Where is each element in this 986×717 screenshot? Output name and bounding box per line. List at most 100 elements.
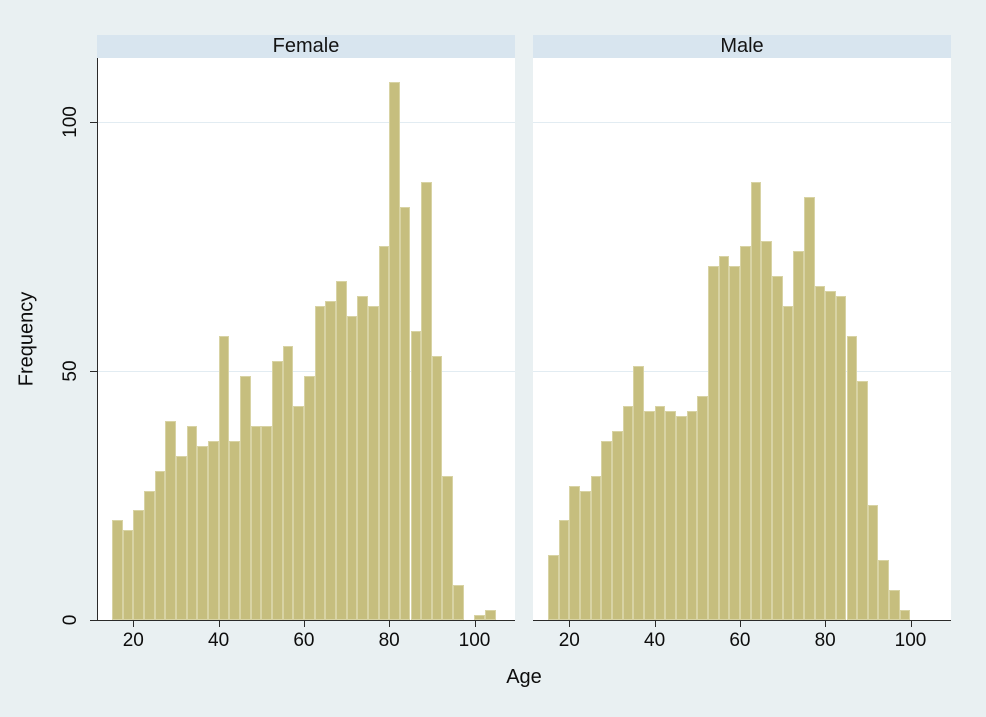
y-tick-label: 50 [60,360,81,382]
histogram-bar [622,405,634,620]
histogram-bar [197,445,208,620]
x-tick-mark [303,621,305,627]
histogram-bar [325,301,336,620]
histogram-bar [771,276,783,620]
histogram-bar [367,306,379,620]
histogram-bar [431,355,443,620]
x-axis-line [97,620,515,621]
histogram-bar [186,425,198,620]
x-tick-label: 40 [644,630,666,651]
histogram-bar [261,425,272,620]
panel-female: Female 20 40 60 80 100 [97,35,515,695]
histogram-bar [378,246,390,620]
histogram-bar [761,241,772,620]
gridline-y-100 [533,121,951,123]
histogram-bar [697,395,708,620]
x-tick-label: 20 [558,630,580,651]
gridline-y-50 [97,370,515,372]
histogram-bar [485,610,496,620]
plot-area-female [97,58,515,620]
x-tick-label: 100 [894,630,927,651]
x-tick-mark [910,621,912,627]
x-tick-label: 20 [122,630,144,651]
x-tick-label: 40 [208,630,230,651]
x-tick-mark [133,621,135,627]
histogram-bar [814,286,826,620]
x-tick-mark [569,621,571,627]
histogram-bar [271,360,283,620]
histogram-bar [889,590,900,620]
histogram-bar [857,380,868,620]
histogram-bar [825,291,836,620]
histogram-bar [547,555,559,620]
x-tick-label: 60 [729,630,751,651]
y-tick-label: 100 [60,105,81,138]
histogram-bar [729,266,740,620]
histogram-bar [686,410,698,620]
histogram-bar [357,296,368,620]
histogram-bar [165,420,176,620]
x-axis-title: Age [506,666,542,688]
gridline-y-100 [97,121,515,123]
histogram-bar [175,455,187,620]
histogram-bar [718,256,730,620]
x-tick-label: 100 [458,630,491,651]
histogram-bar [835,296,847,620]
histogram-bar [207,440,219,620]
histogram-bar [389,81,400,620]
histogram-bar [707,266,719,620]
histogram-bar [250,425,262,620]
histogram-bar [303,375,315,620]
histogram-bar [579,490,591,620]
histogram-bar [346,316,358,620]
histogram-bar [867,505,879,620]
x-tick-label: 80 [814,630,836,651]
x-tick-mark [825,621,827,627]
x-tick-mark [739,621,741,627]
x-tick-mark [474,621,476,627]
histogram-bar [633,365,644,620]
x-tick-label: 60 [293,630,315,651]
histogram-bar [654,405,666,620]
histogram-bar [335,281,347,620]
x-tick-mark [218,621,220,627]
histogram-bar [643,410,655,620]
histogram-bar [218,336,230,620]
y-tick-label: 0 [60,614,81,626]
histogram-bar [899,610,911,620]
histogram-bar [143,490,155,620]
panel-male: Male 20 40 60 80 100 [533,35,951,695]
histogram-bar [111,520,123,620]
histogram-bar [154,470,166,620]
y-tick-mark [90,620,97,621]
histogram-bar [453,585,464,620]
histogram-bar [293,405,304,620]
histogram-bar [421,181,432,620]
y-axis-title: Frequency [15,291,38,387]
histogram-bar [229,440,240,620]
histogram-bar [846,336,858,620]
histogram-bar [442,475,454,620]
x-tick-mark [654,621,656,627]
histogram-bar [750,181,762,620]
y-tick-mark [90,121,97,123]
y-axis-line [97,58,98,621]
histogram-bar [314,306,326,620]
histogram-bar [878,560,890,620]
histogram-bar [558,520,570,620]
histogram-bar [122,530,134,620]
histogram-bar [474,615,486,620]
histogram-bar [782,306,794,620]
histogram-bar [675,415,687,620]
histogram-bar [282,346,294,620]
histogram-bar [239,375,251,620]
histogram-bar [569,485,580,620]
histogram-bar [611,430,623,620]
histogram-bar [133,510,144,620]
histogram-bar [601,440,612,620]
histogram-bar [793,251,804,620]
histogram-bar [399,206,411,620]
plot-area-male [533,58,951,620]
histogram-bar [410,331,422,620]
